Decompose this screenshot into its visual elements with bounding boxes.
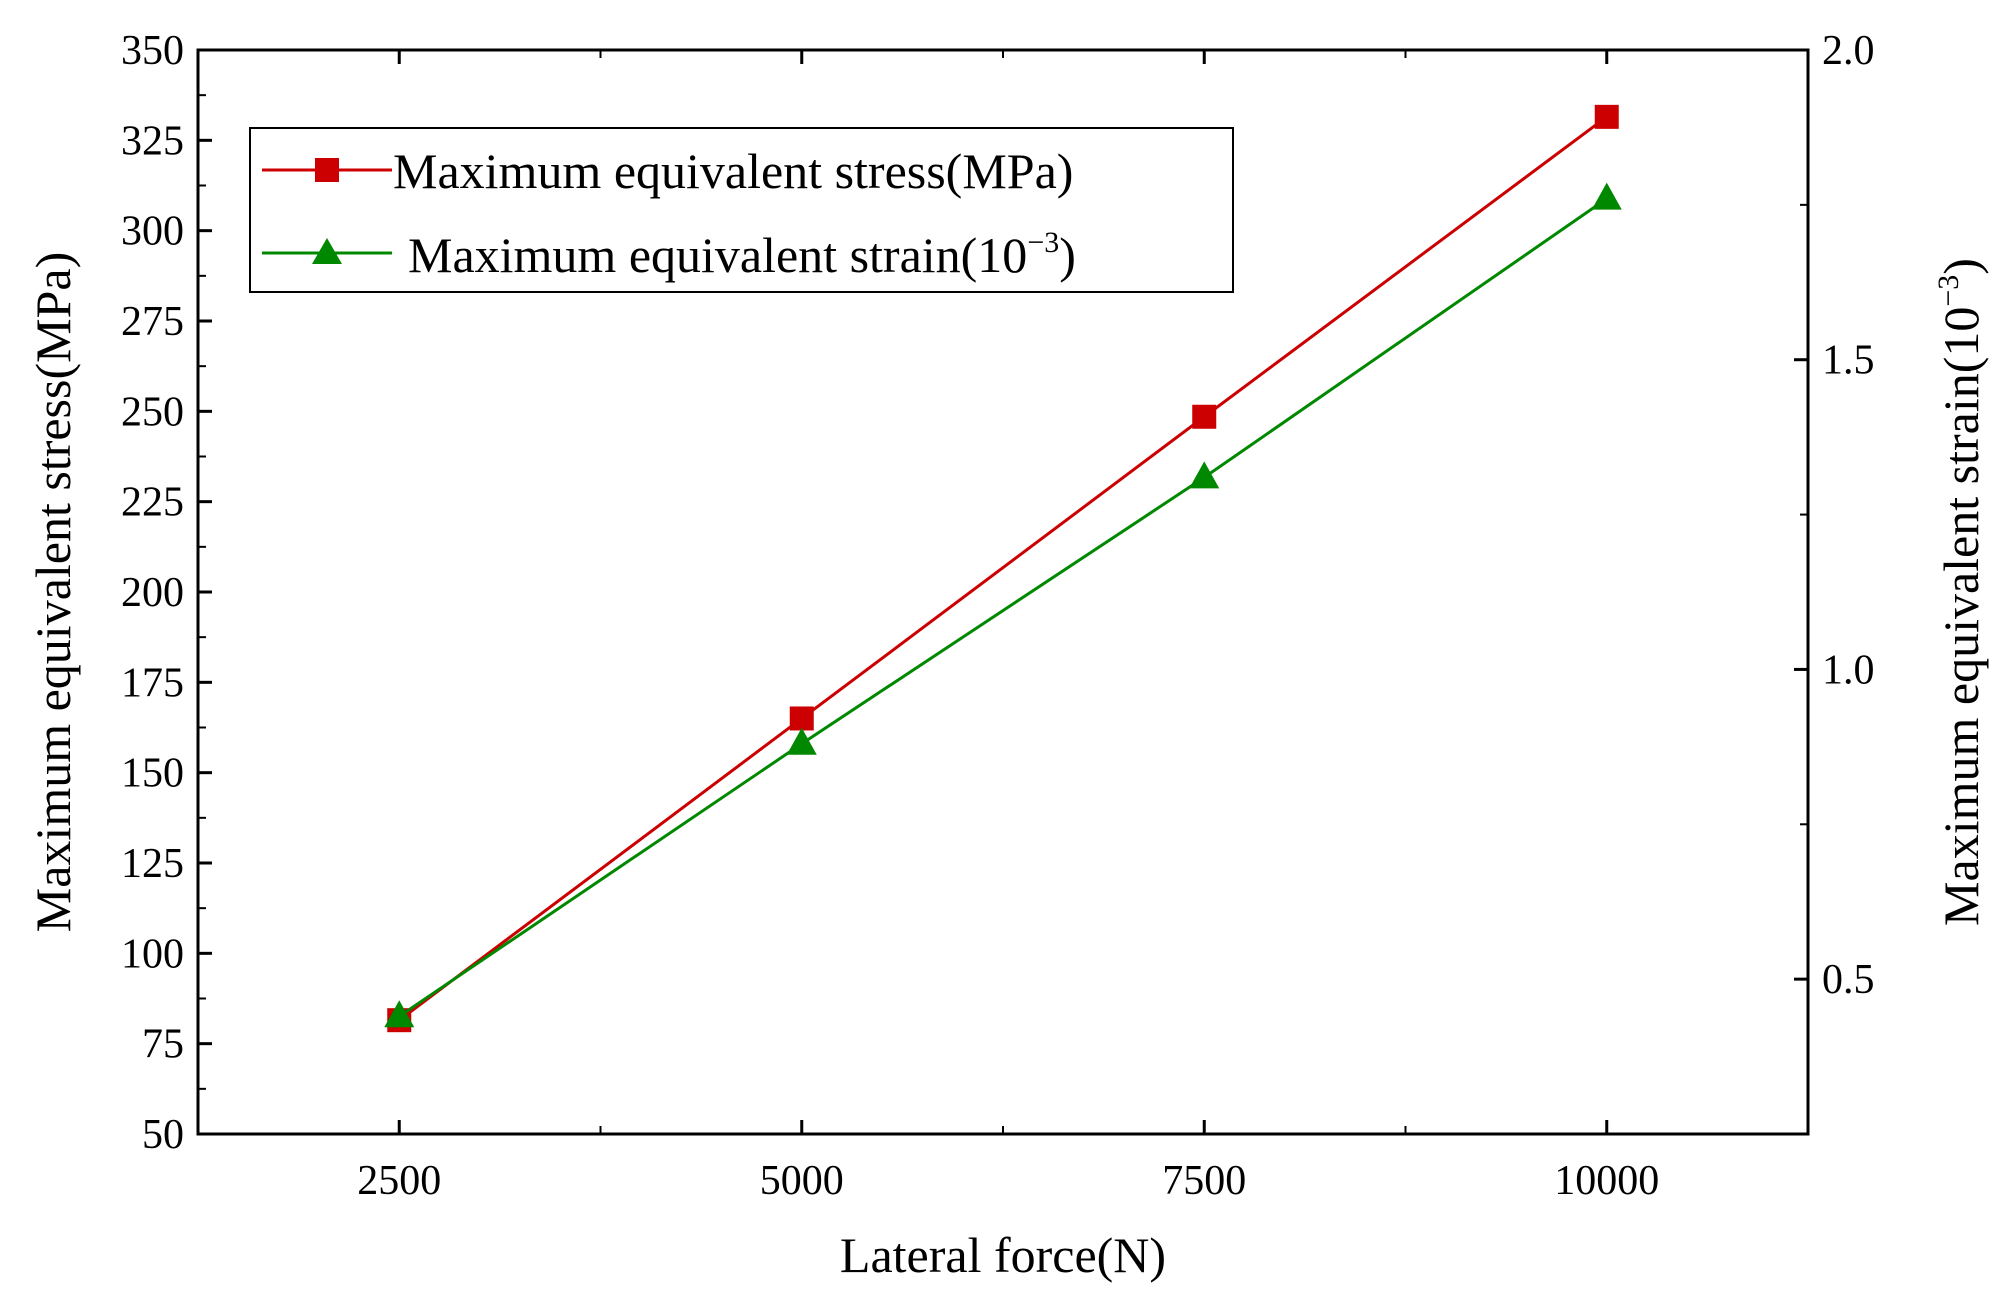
x-axis-title: Lateral force(N) (840, 1227, 1166, 1283)
series-marker-1 (1591, 182, 1622, 210)
series-marker-0 (1192, 404, 1217, 429)
legend-strain-base: Maximum equivalent strain(10 (408, 227, 1027, 283)
series-marker-0 (1594, 104, 1619, 129)
legend-stress-label: Maximum equivalent stress(MPa) (393, 143, 1073, 199)
series-marker-1 (786, 727, 817, 755)
axis-ticks (198, 48, 1808, 1136)
series-line-0 (398, 115, 1608, 1022)
y-tick-label: 50 (142, 1112, 184, 1158)
y2-axis-title: Maximum equivalent strain(10−3) (1932, 258, 1989, 926)
x-tick-label: 10000 (1554, 1158, 1659, 1204)
y-tick-label: 275 (121, 299, 184, 345)
y2-tick-label: 2.0 (1822, 28, 1875, 74)
legend-strain-marker (312, 238, 342, 264)
y-tick-label: 325 (121, 118, 184, 164)
y-tick-label: 200 (121, 570, 184, 616)
legend-strain-exp: −3 (1027, 226, 1059, 259)
y2-tick-label: 0.5 (1822, 957, 1875, 1003)
series-layer (384, 104, 1622, 1033)
x-tick-label: 5000 (760, 1158, 844, 1204)
y-tick-label: 250 (121, 389, 184, 435)
y-tick-label: 150 (121, 751, 184, 797)
x-tick-label: 2500 (357, 1158, 441, 1204)
y2-tick-label: 1.5 (1822, 338, 1875, 384)
y2-axis-title-exp: −3 (1932, 275, 1965, 307)
legend-box (249, 127, 1234, 293)
y-tick-label: 175 (121, 660, 184, 706)
legend: Maximum equivalent stress(MPa) Maximum e… (249, 127, 1234, 293)
y-tick-label: 125 (121, 841, 184, 887)
x-tick-label: 7500 (1162, 1158, 1246, 1204)
y2-tick-label: 1.0 (1822, 647, 1875, 693)
y-tick-label: 75 (142, 1022, 184, 1068)
series-marker-1 (1189, 461, 1220, 489)
series-line-1 (398, 197, 1608, 1018)
y-tick-label: 300 (121, 209, 184, 255)
legend-stress-marker (315, 158, 339, 182)
legend-strain-close: ) (1059, 227, 1076, 283)
legend-strain-label: Maximum equivalent strain(10−3) (408, 226, 1076, 283)
series-marker-1 (384, 1000, 415, 1028)
y2-axis-title-close: ) (1933, 258, 1989, 275)
series-marker-0 (789, 706, 814, 731)
y2-axis-title-base: Maximum equivalent strain(10 (1933, 307, 1989, 926)
y-tick-label: 350 (121, 28, 184, 74)
y-axis-title: Maximum equivalent stress(MPa) (25, 252, 81, 932)
y-tick-label: 225 (121, 480, 184, 526)
y-tick-label: 100 (121, 931, 184, 977)
